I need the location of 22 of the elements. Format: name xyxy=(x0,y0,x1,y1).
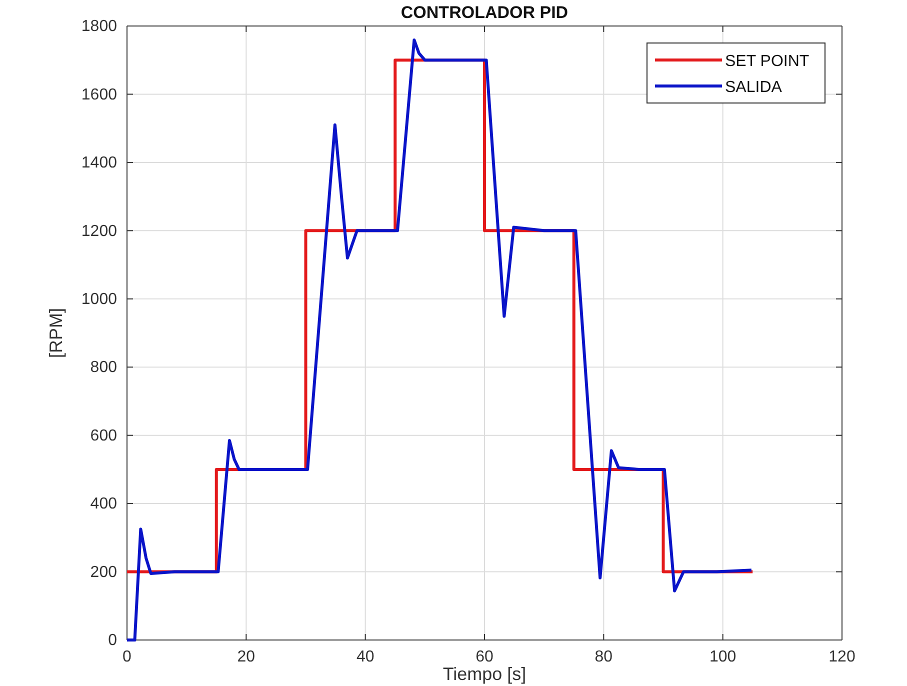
legend-label: SET POINT xyxy=(725,53,810,70)
x-tick-label: 0 xyxy=(122,648,132,666)
y-tick-label: 1000 xyxy=(81,291,118,308)
chart-title: CONTROLADOR PID xyxy=(400,3,568,22)
y-tick-label: 1600 xyxy=(81,86,118,104)
y-tick-label: 600 xyxy=(90,427,118,444)
x-tick-label: 60 xyxy=(476,648,494,666)
y-tick-label: 800 xyxy=(90,359,118,376)
x-tick-label: 120 xyxy=(828,648,856,666)
legend-label: SALIDA xyxy=(725,79,782,96)
y-axis-title: [RPM] xyxy=(46,308,66,358)
y-tick-label: 1800 xyxy=(81,18,118,36)
x-tick-label: 40 xyxy=(356,648,374,666)
y-tick-label: 1400 xyxy=(81,154,118,172)
x-tick-label: 80 xyxy=(594,648,613,666)
x-tick-label: 100 xyxy=(709,648,736,666)
y-tick-label: 200 xyxy=(90,564,118,581)
x-tick-label: 20 xyxy=(237,648,256,666)
y-tick-label: 400 xyxy=(90,496,118,513)
y-tick-label: 1200 xyxy=(81,222,118,240)
x-axis-title: Tiempo [s] xyxy=(442,664,526,684)
y-tick-label: 0 xyxy=(108,632,118,650)
